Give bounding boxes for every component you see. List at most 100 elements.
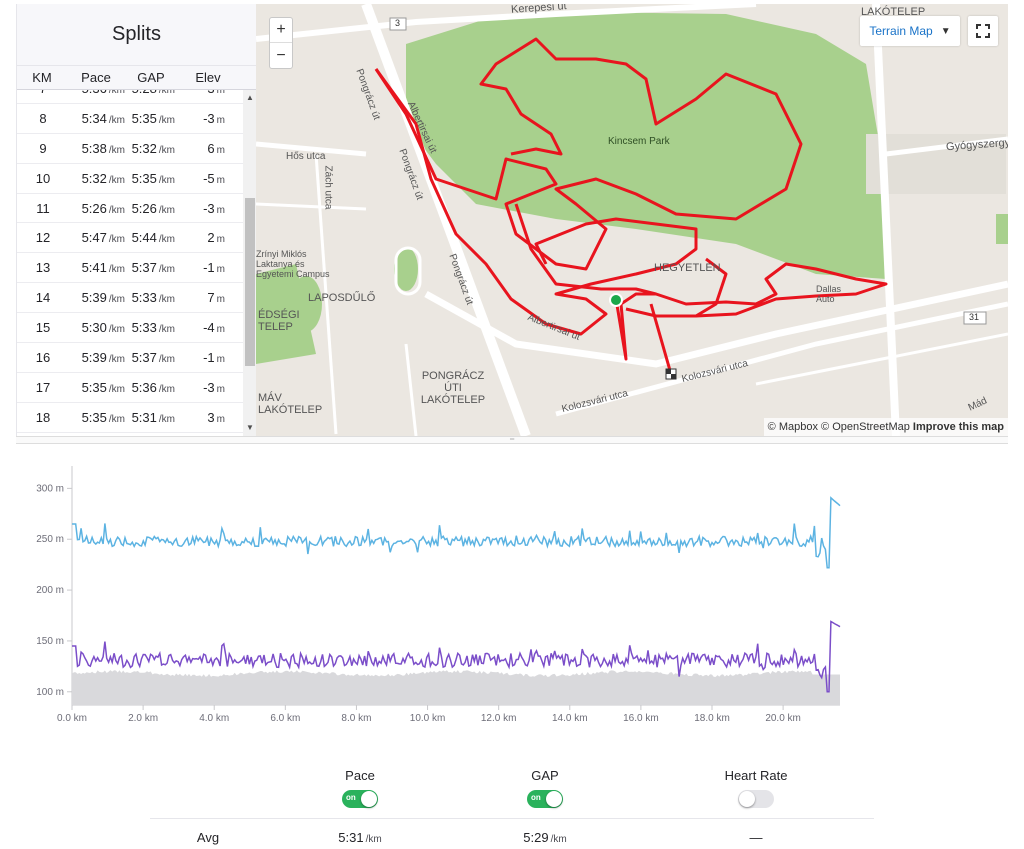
resize-divider[interactable]: ═ bbox=[16, 436, 1008, 444]
split-gap: 5:37/km bbox=[125, 350, 175, 365]
scroll-up-icon[interactable]: ▲ bbox=[246, 93, 254, 102]
col-gap[interactable]: GAP bbox=[137, 70, 165, 85]
split-row[interactable]: 15 5:30/km 5:33/km -4 m bbox=[17, 313, 243, 344]
split-gap-value: 5:26 bbox=[131, 200, 157, 216]
zoom-control: + − bbox=[269, 17, 293, 69]
split-elev: -3 m bbox=[175, 201, 225, 216]
split-gap: 5:36/km bbox=[125, 380, 175, 395]
split-row[interactable]: 16 5:39/km 5:37/km -1 m bbox=[17, 343, 243, 373]
pace-avg-number: 5:31 bbox=[338, 830, 364, 845]
split-gap-unit: /km bbox=[158, 294, 175, 306]
map-label: Kincsem Park bbox=[608, 136, 670, 147]
split-row[interactable]: 11 5:26/km 5:26/km -3 m bbox=[17, 194, 243, 224]
split-pace-value: 5:39 bbox=[81, 349, 107, 365]
split-pace-value: 5:38 bbox=[81, 140, 107, 156]
scroll-thumb[interactable] bbox=[245, 198, 255, 366]
split-row[interactable]: 12 5:47/km 5:44/km 2 m bbox=[17, 223, 243, 254]
split-elev: -4 m bbox=[175, 320, 225, 335]
split-gap-value: 5:32 bbox=[131, 140, 157, 156]
split-row[interactable]: 14 5:39/km 5:33/km 7 m bbox=[17, 283, 243, 314]
split-row[interactable]: 9 5:38/km 5:32/km 6 m bbox=[17, 134, 243, 164]
splits-table-body[interactable]: 75:36/km5:28/km3m85:34/km5:35/km-3m95:38… bbox=[17, 90, 243, 436]
split-km: 17 bbox=[35, 379, 51, 395]
split-elev: -1 m bbox=[175, 260, 225, 275]
split-elev: -5 m bbox=[175, 171, 225, 186]
scroll-down-icon[interactable]: ▼ bbox=[246, 423, 254, 432]
avg-label: Avg bbox=[196, 830, 220, 845]
route-map[interactable]: LAKÓTELEP Kerepesi út Kincsem Park Gyógy… bbox=[256, 4, 1008, 436]
split-row[interactable]: 18 5:35/km 5:31/km 3 m bbox=[17, 403, 243, 433]
legend-gap-label: GAP bbox=[531, 768, 559, 783]
pace-toggle[interactable]: on bbox=[342, 790, 378, 808]
split-elev-unit: m bbox=[216, 413, 225, 425]
heart-rate-toggle[interactable] bbox=[738, 790, 774, 808]
attribution-mapbox[interactable]: © Mapbox bbox=[767, 421, 818, 433]
split-gap-unit: /km bbox=[158, 383, 175, 395]
caret-down-icon: ▼ bbox=[940, 25, 951, 37]
split-elev-value: -5 bbox=[203, 170, 215, 186]
split-elev-unit: m bbox=[216, 90, 225, 96]
toggle-knob bbox=[546, 791, 562, 807]
x-tick-label: 16.0 km bbox=[623, 713, 659, 724]
split-km: 11 bbox=[36, 200, 50, 216]
split-elev-unit: m bbox=[216, 353, 225, 365]
split-row[interactable]: 13 5:41/km 5:37/km -1 m bbox=[17, 253, 243, 284]
x-tick-label: 18.0 km bbox=[694, 713, 730, 724]
split-elev-value: -4 bbox=[203, 320, 215, 336]
split-gap-unit: /km bbox=[158, 90, 175, 96]
x-tick-label: 8.0 km bbox=[341, 713, 371, 724]
split-gap: 5:44/km bbox=[125, 230, 175, 245]
split-gap-value: 5:36 bbox=[131, 379, 157, 395]
split-pace-value: 5:36 bbox=[82, 90, 107, 96]
splits-scrollbar[interactable]: ▲ ▼ bbox=[243, 90, 256, 436]
split-gap: 5:26/km bbox=[125, 201, 175, 216]
col-pace[interactable]: Pace bbox=[81, 70, 111, 85]
split-pace-value: 5:35 bbox=[81, 409, 107, 425]
split-gap-value: 5:44 bbox=[131, 230, 157, 246]
split-pace: 5:35/km bbox=[69, 380, 125, 395]
split-pace-unit: /km bbox=[108, 144, 125, 156]
series-pace-line bbox=[72, 496, 841, 569]
zoom-out-button[interactable]: − bbox=[276, 46, 286, 64]
split-pace: 5:32/km bbox=[69, 171, 125, 186]
series-elevation-area bbox=[72, 670, 840, 705]
split-gap: 5:37/km bbox=[125, 260, 175, 275]
split-pace-unit: /km bbox=[108, 324, 125, 336]
x-tick-label: 6.0 km bbox=[270, 713, 300, 724]
drag-handle-icon[interactable]: ═ bbox=[510, 437, 515, 443]
split-elev: -1 m bbox=[175, 350, 225, 365]
col-km[interactable]: KM bbox=[32, 70, 52, 85]
toggle-on-text: on bbox=[346, 793, 356, 802]
pace-elevation-chart[interactable]: 300 m 250 m 200 m 150 m 100 m 0.0 km 2.0 km 4.0… bbox=[16, 450, 1008, 730]
split-row[interactable]: 17 5:35/km 5:36/km -3 m bbox=[17, 373, 243, 403]
split-km: 18 bbox=[35, 409, 51, 425]
split-km: 15 bbox=[35, 320, 51, 336]
split-gap-value: 5:37 bbox=[131, 260, 157, 276]
split-elev-value: 6 bbox=[207, 140, 215, 156]
map-style-dropdown[interactable]: Terrain Map ▼ bbox=[860, 16, 960, 46]
zoom-in-button[interactable]: + bbox=[270, 18, 292, 43]
split-elev-unit: m bbox=[216, 204, 225, 216]
split-km: 12 bbox=[35, 230, 51, 246]
col-elev[interactable]: Elev bbox=[195, 70, 221, 85]
split-pace-unit: /km bbox=[108, 204, 125, 216]
split-gap-unit: /km bbox=[158, 144, 175, 156]
split-pace-value: 5:32 bbox=[81, 170, 107, 186]
x-tick-label: 10.0 km bbox=[410, 713, 446, 724]
split-gap: 5:35/km bbox=[125, 111, 175, 126]
split-elev-value: -3 bbox=[203, 110, 215, 126]
fullscreen-button[interactable] bbox=[968, 16, 998, 46]
split-pace: 5:39/km bbox=[69, 350, 125, 365]
legend-hr-label: Heart Rate bbox=[724, 768, 788, 783]
map-label: HEGYETLEN bbox=[654, 262, 721, 274]
gap-toggle[interactable]: on bbox=[527, 790, 563, 808]
split-row[interactable]: 10 5:32/km 5:35/km -5 m bbox=[17, 164, 243, 194]
attribution-osm[interactable]: © OpenStreetMap bbox=[821, 421, 910, 433]
splits-panel: Splits KM Pace GAP Elev 75:36/km5:28/km3… bbox=[16, 4, 256, 436]
split-pace-unit: /km bbox=[108, 353, 125, 365]
improve-map-link[interactable]: Improve this map bbox=[912, 421, 1004, 433]
split-row[interactable]: 8 5:34/km 5:35/km -3 m bbox=[17, 104, 243, 134]
x-tick-label: 12.0 km bbox=[481, 713, 517, 724]
